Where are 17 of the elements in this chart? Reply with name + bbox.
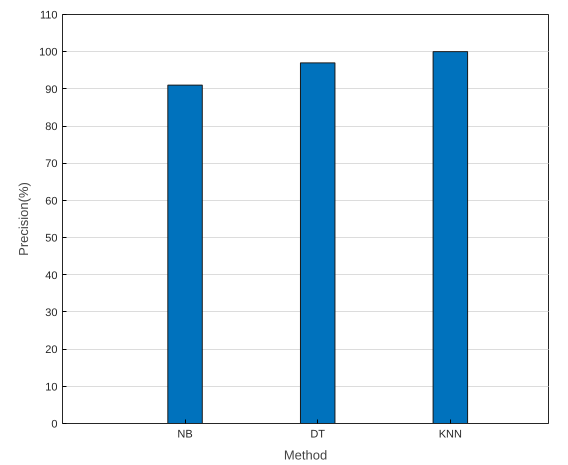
x-tick-label: NB <box>177 428 193 440</box>
y-tick-label: 110 <box>40 10 58 22</box>
y-tick-label: 10 <box>45 381 58 394</box>
y-tick-label: 30 <box>45 306 58 319</box>
y-tick-label: 90 <box>45 84 58 96</box>
x-tick-label: KNN <box>438 428 462 440</box>
y-axis-title: Precision(%) <box>16 182 32 256</box>
y-tick-label: 20 <box>45 344 58 356</box>
y-tick-label: 0 <box>51 418 58 430</box>
y-tick-label: 70 <box>45 158 58 170</box>
y-tick-label: 50 <box>45 232 58 245</box>
y-tick-label: 60 <box>45 195 58 208</box>
x-tick-label: DT <box>310 428 326 440</box>
y-tick-label: 100 <box>39 46 58 59</box>
y-tick-label: 40 <box>45 270 58 282</box>
x-axis-title: Method <box>284 448 328 462</box>
y-tick-label: 80 <box>45 121 58 134</box>
